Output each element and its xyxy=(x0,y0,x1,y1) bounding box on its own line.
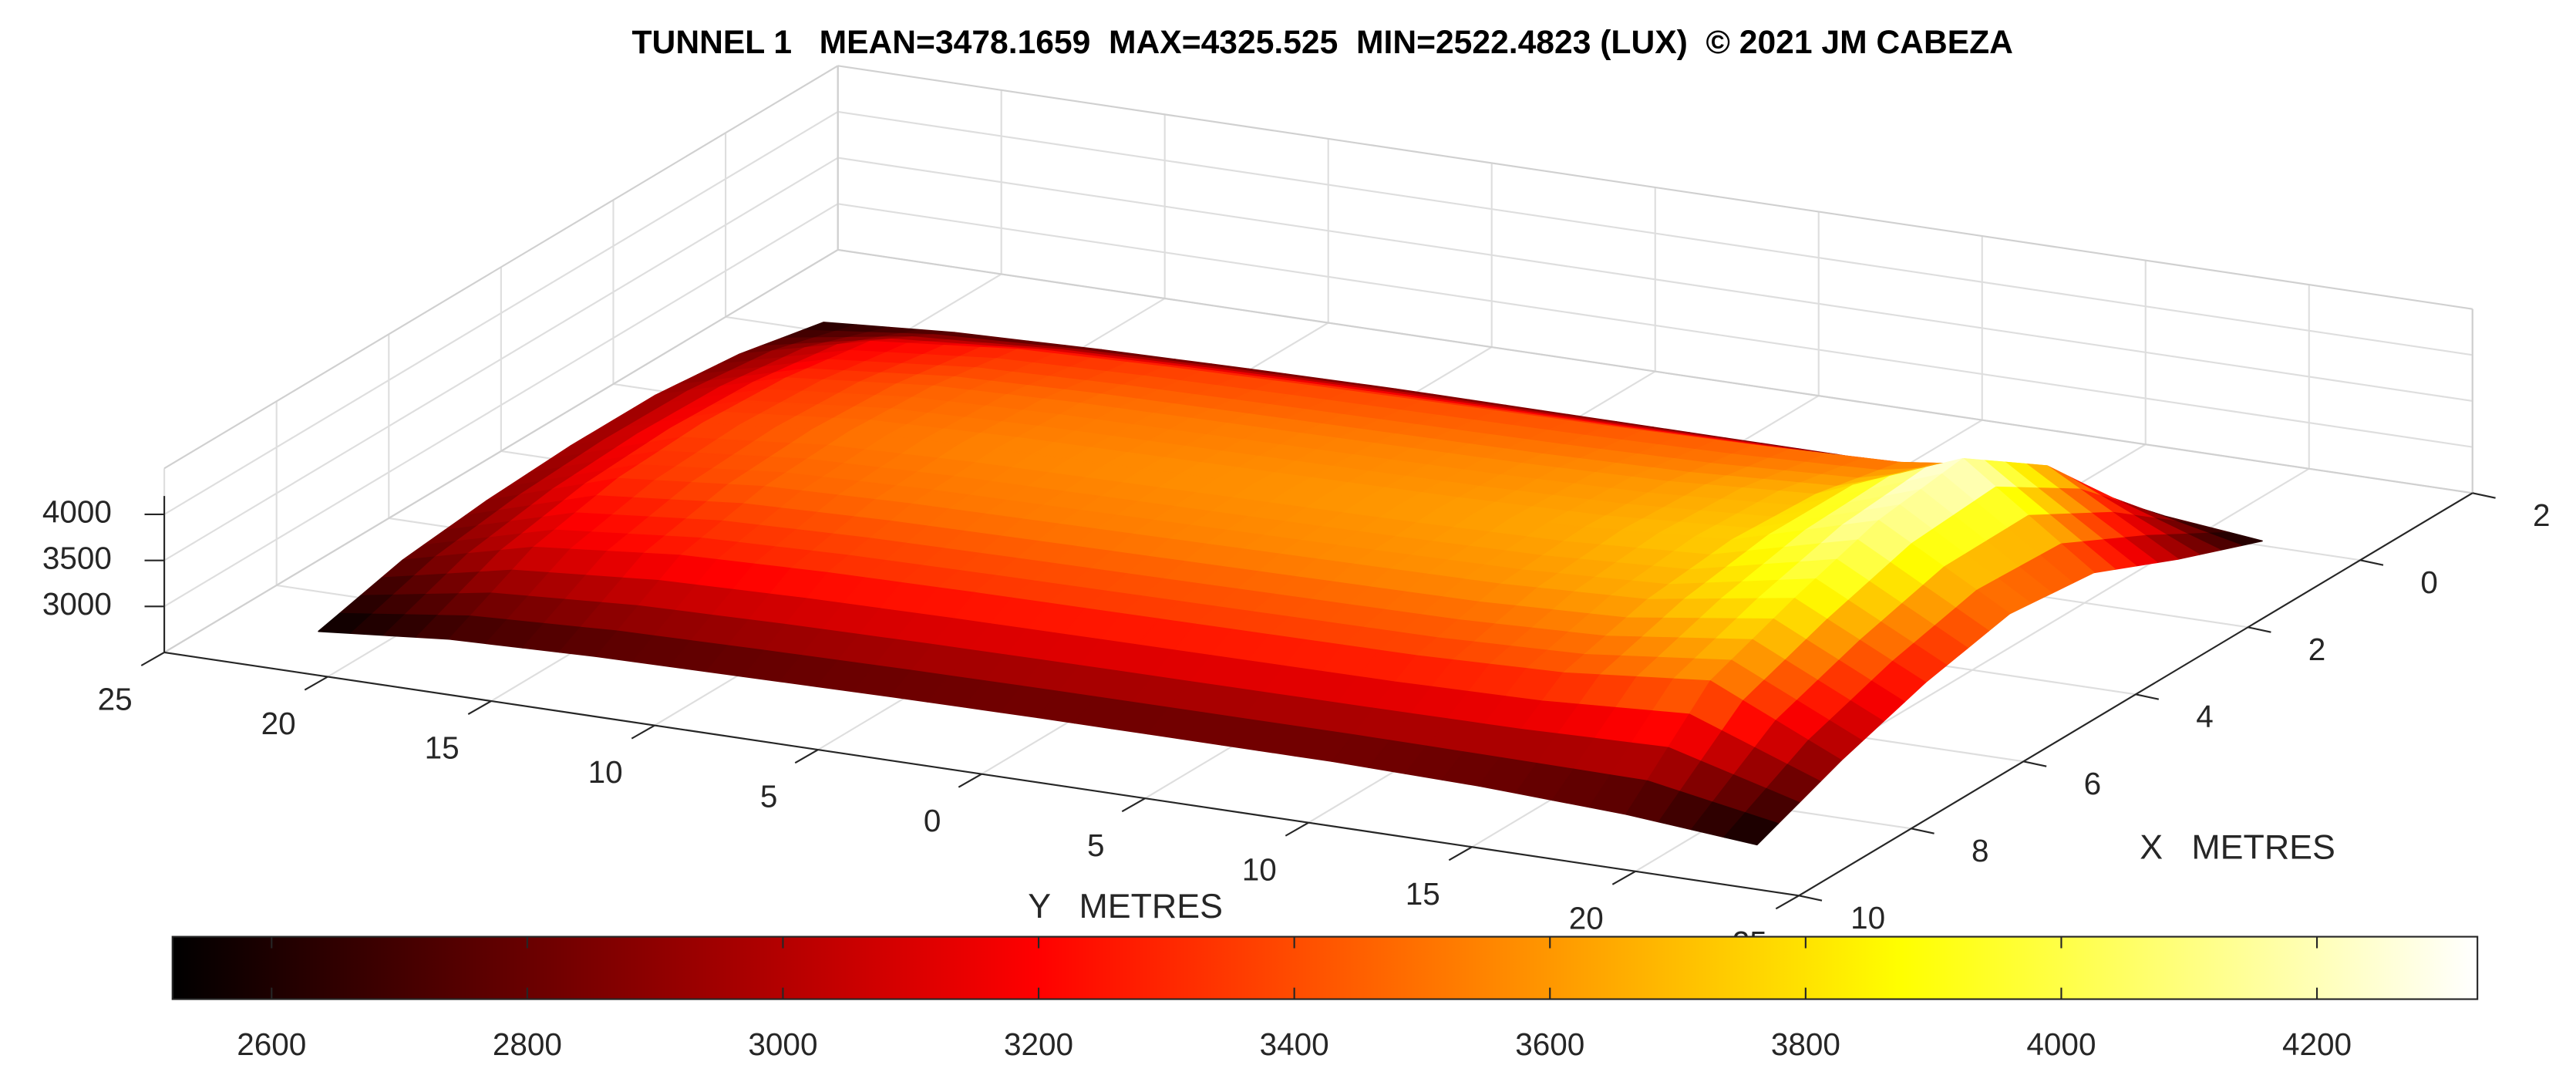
y-tick-label: 0 xyxy=(924,803,941,838)
y-tick xyxy=(467,700,492,716)
colorbar-tick-label: 3200 xyxy=(1004,1026,1073,1062)
x-tick xyxy=(2472,492,2496,499)
z-tick-label: 3000 xyxy=(42,586,112,622)
y-tick xyxy=(1775,895,1800,910)
box-edge xyxy=(837,248,2473,494)
box-edge xyxy=(163,65,839,470)
y-tick xyxy=(958,773,982,788)
colorbar-tick-label: 3400 xyxy=(1260,1026,1329,1062)
y-tick xyxy=(140,652,165,666)
y-tick xyxy=(631,724,655,740)
box-edge xyxy=(837,65,2473,310)
y-tick xyxy=(304,676,328,691)
y-tick-label: 5 xyxy=(760,779,778,814)
grid-line xyxy=(163,111,839,515)
y-tick xyxy=(1448,846,1473,861)
colorbar-tick-label: 2600 xyxy=(237,1026,306,1062)
x-tick xyxy=(2248,626,2271,633)
z-tick-label: 3500 xyxy=(42,540,112,575)
colorbar-tick-label: 3800 xyxy=(1771,1026,1840,1062)
x-tick-label: 10 xyxy=(1850,900,1885,935)
y-tick xyxy=(1121,797,1146,813)
box-edge xyxy=(163,249,839,653)
x-tick-label: 0 xyxy=(2420,565,2438,600)
y-tick xyxy=(1611,870,1636,885)
colorbar-tick-label: 4000 xyxy=(2026,1026,2096,1062)
y-axis-label: Y METRES xyxy=(1028,887,1223,925)
colorbar xyxy=(171,935,2479,1000)
z-tick-label: 4000 xyxy=(42,494,112,530)
y-tick-label: 10 xyxy=(1242,851,1277,887)
grid-line xyxy=(163,203,839,608)
y-tick-label: 25 xyxy=(98,682,133,717)
x-tick xyxy=(1911,828,1935,834)
chart-title: TUNNEL 1 MEAN=3478.1659 MAX=4325.525 MIN… xyxy=(632,24,2013,61)
colorbar-tick-label: 3000 xyxy=(748,1026,817,1062)
x-tick xyxy=(2135,693,2160,700)
y-tick-label: 15 xyxy=(425,730,460,766)
x-tick xyxy=(1798,895,1823,902)
surface-patch xyxy=(1723,812,1779,846)
x-tick-label: 4 xyxy=(2196,699,2214,734)
y-tick-label: 15 xyxy=(1406,876,1440,912)
colorbar-tick-label: 4200 xyxy=(2282,1026,2352,1062)
y-tick-label: 10 xyxy=(588,754,623,790)
x-tick-label: 2 xyxy=(2533,497,2551,533)
x-tick-label: 2 xyxy=(2308,632,2326,667)
y-tick xyxy=(794,749,819,764)
colorbar-tick-label: 2800 xyxy=(493,1026,562,1062)
x-axis-label: X METRES xyxy=(2140,828,2335,866)
grid-line xyxy=(837,110,2473,356)
surface xyxy=(318,322,2263,846)
x-tick-label: 8 xyxy=(1972,833,1989,868)
y-tick-label: 20 xyxy=(1569,900,1604,935)
x-tick xyxy=(2359,559,2384,566)
grid-line xyxy=(837,157,2473,403)
y-tick xyxy=(1285,821,1309,837)
y-tick-label: 5 xyxy=(1087,828,1105,863)
grid-line xyxy=(837,203,2473,448)
colorbar-tick-label: 3600 xyxy=(1515,1026,1584,1062)
x-tick-label: 6 xyxy=(2084,766,2102,801)
y-tick-label: 20 xyxy=(261,706,296,741)
grid-line xyxy=(163,157,839,561)
x-tick xyxy=(2023,760,2047,767)
